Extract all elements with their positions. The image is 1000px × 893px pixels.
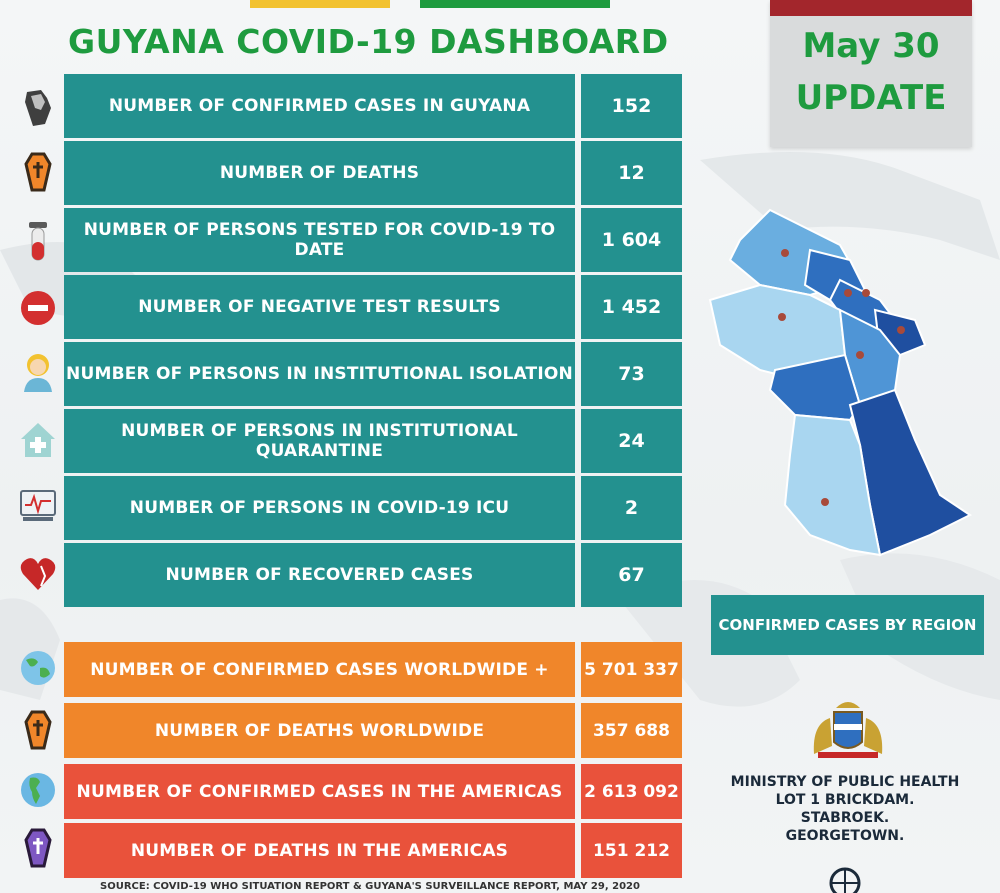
coffin-icon <box>18 152 58 192</box>
americas-globe-icon <box>18 770 58 810</box>
stat-label: NUMBER OF NEGATIVE TEST RESULTS <box>64 275 575 339</box>
case-marker <box>862 289 870 297</box>
ministry-line: LOT 1 BRICKDAM. <box>775 792 915 808</box>
case-marker <box>781 249 789 257</box>
test-tube-icon <box>18 222 58 262</box>
hospital-house-icon <box>18 420 58 460</box>
stat-label: NUMBER OF PERSONS IN COVID-19 ICU <box>64 476 575 540</box>
stat-value: 357 688 <box>581 703 682 758</box>
nurse-icon <box>18 352 58 392</box>
globe-web-icon <box>829 867 861 893</box>
stat-label: NUMBER OF RECOVERED CASES <box>64 543 575 607</box>
stat-value: 2 <box>581 476 682 540</box>
stat-label: NUMBER OF CONFIRMED CASES WORLDWIDE + <box>64 642 575 697</box>
date-line-1: May 30 <box>802 26 940 66</box>
source-footnote: SOURCE: COVID-19 WHO SITUATION REPORT & … <box>100 881 640 892</box>
top-strip-yellow <box>250 0 390 8</box>
purple-coffin-icon <box>18 828 58 868</box>
case-marker <box>897 326 905 334</box>
case-marker <box>844 289 852 297</box>
stat-value: 151 212 <box>581 823 682 878</box>
date-card-strip <box>770 0 972 16</box>
coffin-icon <box>18 710 58 750</box>
case-marker <box>856 351 864 359</box>
guyana-map-icon <box>18 88 58 128</box>
ministry-line: STABROEK. <box>800 810 890 826</box>
stat-value: 73 <box>581 342 682 406</box>
stat-label: NUMBER OF PERSONS TESTED FOR COVID-19 TO… <box>64 208 575 272</box>
stat-label: NUMBER OF CONFIRMED CASES IN THE AMERICA… <box>64 764 575 819</box>
coat-of-arms-logo <box>813 702 883 758</box>
stat-value: 152 <box>581 74 682 138</box>
stat-value: 24 <box>581 409 682 473</box>
case-marker <box>778 313 786 321</box>
stat-value: 1 604 <box>581 208 682 272</box>
date-card: May 30 UPDATE <box>770 0 972 147</box>
ministry-line: MINISTRY OF PUBLIC HEALTH <box>730 774 960 790</box>
stat-value: 5 701 337 <box>581 642 682 697</box>
minus-circle-icon <box>18 288 58 328</box>
stat-label: NUMBER OF DEATHS <box>64 141 575 205</box>
stat-label: NUMBER OF PERSONS IN INSTITUTIONAL ISOLA… <box>64 342 575 406</box>
heart-icon <box>18 554 58 594</box>
stat-label: NUMBER OF PERSONS IN INSTITUTIONAL QUARA… <box>64 409 575 473</box>
ministry-line: GEORGETOWN. <box>785 828 905 844</box>
stat-label: NUMBER OF CONFIRMED CASES IN GUYANA <box>64 74 575 138</box>
stat-value: 67 <box>581 543 682 607</box>
date-line-2: UPDATE <box>795 78 947 118</box>
region-map-label: CONFIRMED CASES BY REGION <box>711 595 984 655</box>
guyana-region-map <box>708 208 972 557</box>
globe-icon <box>18 648 58 688</box>
case-marker <box>821 498 829 506</box>
page-title: GUYANA COVID-19 DASHBOARD <box>68 22 669 61</box>
stat-label: NUMBER OF DEATHS IN THE AMERICAS <box>64 823 575 878</box>
stat-value: 1 452 <box>581 275 682 339</box>
monitor-icon <box>18 486 58 526</box>
top-strip-green <box>420 0 610 8</box>
stat-value: 2 613 092 <box>581 764 682 819</box>
ministry-address: MINISTRY OF PUBLIC HEALTH LOT 1 BRICKDAM… <box>720 773 970 845</box>
stat-label: NUMBER OF DEATHS WORLDWIDE <box>64 703 575 758</box>
stat-value: 12 <box>581 141 682 205</box>
